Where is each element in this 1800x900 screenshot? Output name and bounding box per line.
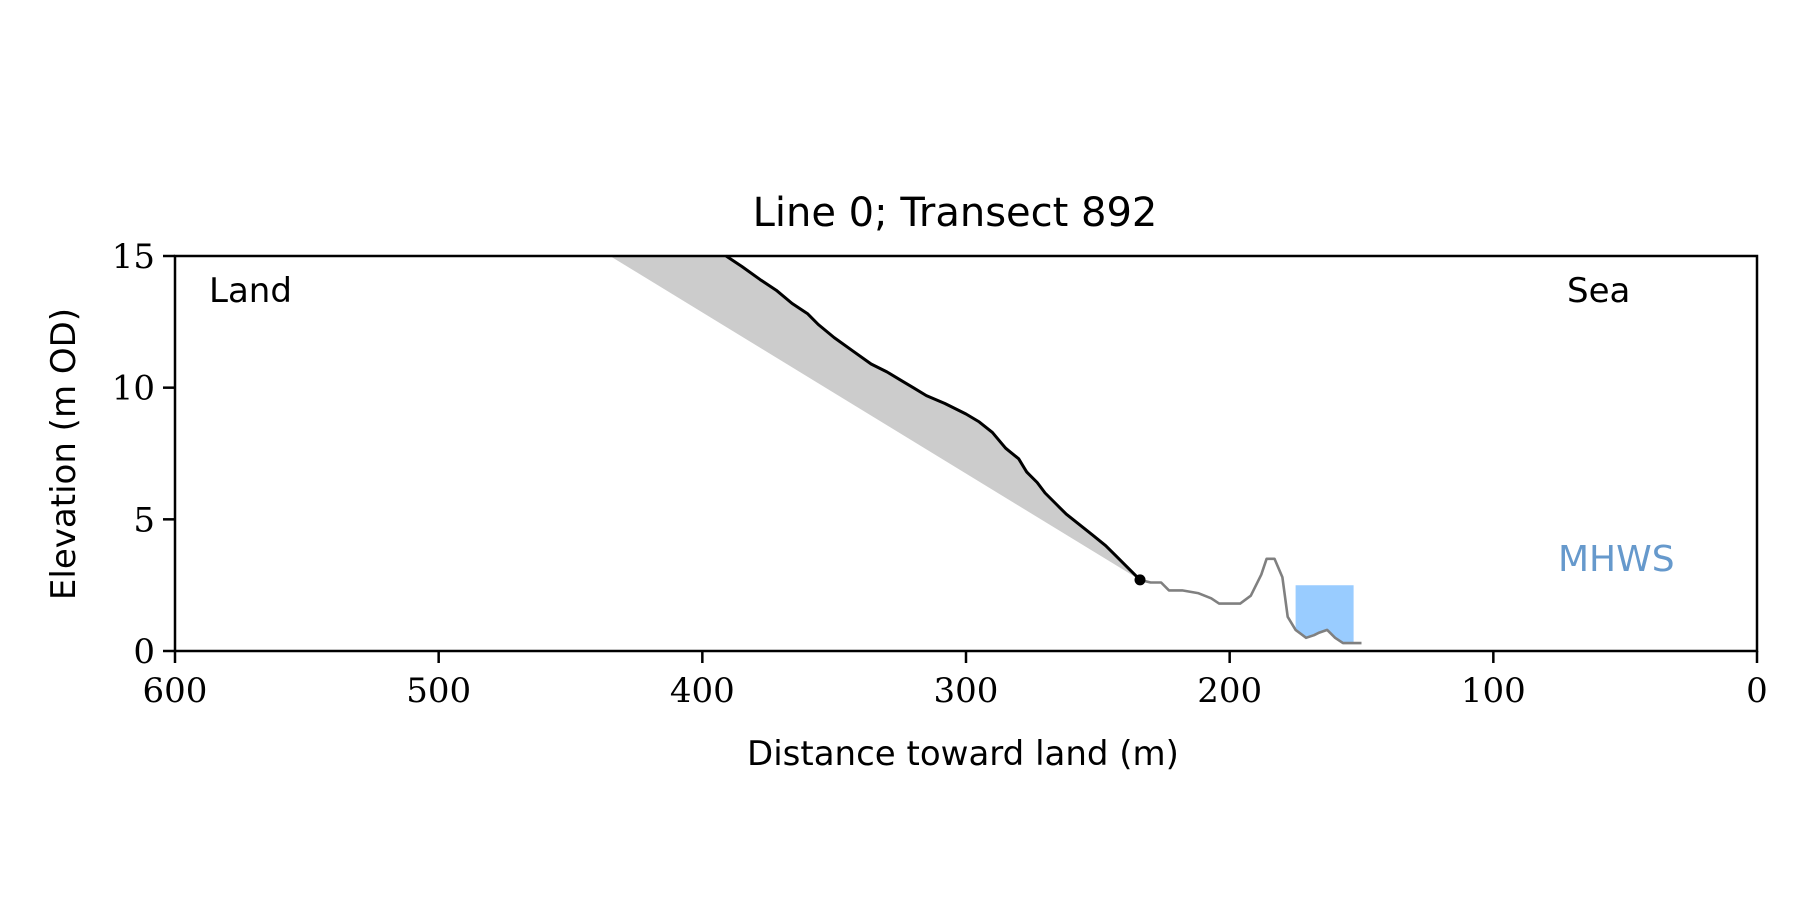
x-axis-label: Distance toward land (m) bbox=[747, 734, 1179, 774]
y-tick-label: 0 bbox=[133, 632, 155, 672]
chart-title: Line 0; Transect 892 bbox=[753, 190, 1158, 236]
upper-profile-line bbox=[725, 254, 1142, 581]
x-tick-label: 200 bbox=[1197, 671, 1262, 711]
plot-area bbox=[610, 254, 1362, 645]
cliff-toe-marker bbox=[1134, 574, 1146, 586]
x-tick-label: 300 bbox=[934, 671, 999, 711]
x-tick-label: 500 bbox=[406, 671, 471, 711]
y-tick-label: 10 bbox=[112, 369, 155, 409]
x-tick-label: 400 bbox=[670, 671, 735, 711]
toe-profile-line bbox=[1139, 557, 1362, 645]
y-tick-label: 5 bbox=[133, 500, 155, 540]
y-axis: 0 5 10 15 bbox=[112, 237, 175, 672]
y-axis-label: Elevation (m OD) bbox=[44, 308, 84, 600]
x-axis: 600 500 400 300 200 100 0 bbox=[143, 651, 1768, 711]
sea-label: Sea bbox=[1567, 271, 1630, 311]
x-tick-label: 600 bbox=[143, 671, 208, 711]
x-tick-label: 100 bbox=[1461, 671, 1526, 711]
uncertainty-band bbox=[610, 256, 1140, 580]
water-fill bbox=[1295, 585, 1354, 644]
x-tick-label: 0 bbox=[1746, 671, 1768, 711]
land-label: Land bbox=[209, 271, 292, 311]
y-tick-label: 15 bbox=[112, 237, 155, 277]
mhws-label: MHWS bbox=[1558, 539, 1675, 580]
